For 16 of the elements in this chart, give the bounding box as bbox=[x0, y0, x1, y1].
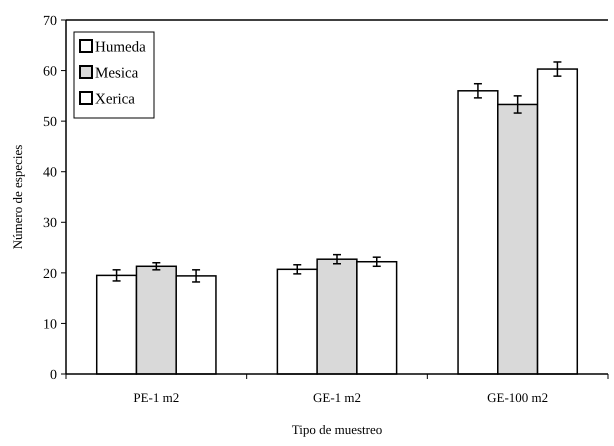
y-tick-label: 20 bbox=[43, 266, 57, 282]
y-axis-title: Número de especies bbox=[10, 144, 25, 250]
legend-label: Xerica bbox=[95, 91, 136, 108]
y-tick-label: 60 bbox=[43, 64, 57, 80]
x-axis-title: Tipo de muestreo bbox=[292, 422, 382, 437]
y-tick-label: 10 bbox=[43, 317, 57, 332]
x-tick-label: PE-1 m2 bbox=[133, 390, 180, 405]
x-tick-label: GE-1 m2 bbox=[312, 390, 362, 405]
y-tick-label: 40 bbox=[43, 166, 57, 181]
y-tick-label: 50 bbox=[43, 115, 57, 130]
legend-label: Humeda bbox=[95, 39, 146, 56]
legend-label: Mesica bbox=[95, 65, 139, 82]
y-tick-label: 30 bbox=[43, 216, 57, 232]
y-tick-label: 70 bbox=[43, 14, 57, 29]
x-tick-label: GE-100 m2 bbox=[487, 390, 548, 405]
y-tick-label: 0 bbox=[50, 368, 57, 383]
